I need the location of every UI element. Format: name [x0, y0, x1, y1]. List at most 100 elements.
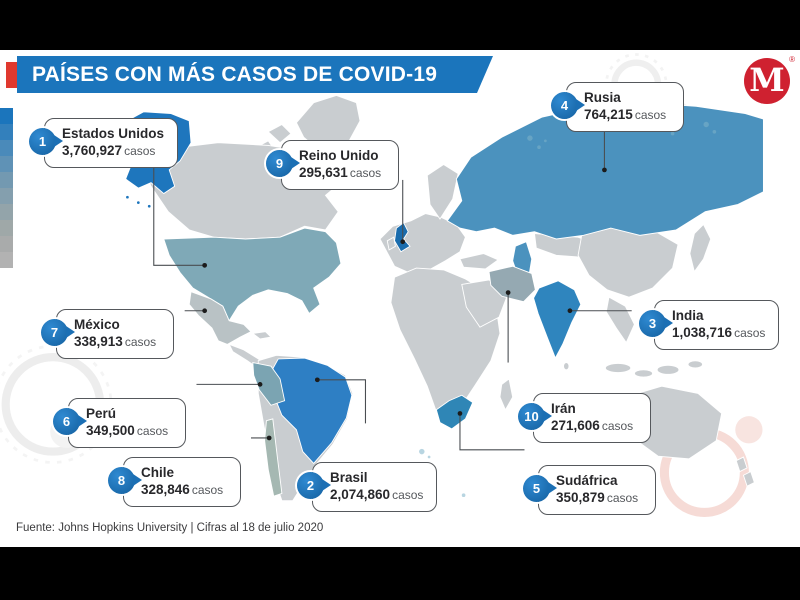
country-name: Sudáfrica	[556, 473, 618, 488]
country-name: Brasil	[330, 470, 368, 485]
legend	[0, 108, 13, 268]
cases-label: casos	[606, 490, 639, 505]
cases-label: casos	[136, 423, 169, 438]
cases-label: casos	[349, 165, 382, 180]
legend-cell	[0, 252, 13, 268]
country-madagascar	[499, 378, 514, 411]
country-name: Reino Unido	[299, 148, 379, 163]
callout-peru: 6 Perú 349,500 casos	[53, 398, 186, 448]
region-arabia	[461, 279, 509, 328]
country-new-zealand	[735, 456, 748, 473]
callout-rusia: 4 Rusia 764,215 casos	[551, 82, 684, 132]
rank-badge: 8	[108, 467, 142, 494]
registered-mark: ®	[789, 55, 795, 64]
country-peru	[252, 361, 286, 406]
country-ireland	[386, 236, 396, 251]
rank-badge: 9	[266, 150, 300, 177]
callout-india: 3 India 1,038,716 casos	[639, 300, 780, 350]
dot-brazil	[314, 377, 320, 383]
country-usa	[163, 227, 342, 322]
country-sri-lanka	[563, 362, 570, 371]
country-south-africa	[435, 394, 474, 430]
title-banner: PAÍSES CON MÁS CASOS DE COVID-19	[17, 56, 493, 93]
country-new-zealand	[742, 470, 755, 487]
legend-cell	[0, 124, 13, 140]
legend-cell	[0, 156, 13, 172]
dot-india	[567, 308, 573, 314]
legend-cell	[0, 188, 13, 204]
case-count: 338,913	[74, 333, 123, 349]
dot-mexico	[202, 308, 208, 314]
rank-badge: 1	[29, 128, 63, 155]
country-name: México	[74, 317, 120, 332]
leader-usa	[153, 157, 203, 266]
cases-label: casos	[124, 334, 157, 349]
rank-badge: 6	[53, 408, 87, 435]
region-indonesia	[656, 364, 680, 375]
country-name: Estados Unidos	[62, 126, 165, 141]
callout-brasil: 2 Brasil 2,074,860 casos	[297, 462, 438, 512]
leader-brazil	[317, 379, 367, 424]
dot-iran	[505, 290, 511, 295]
case-count: 2,074,860	[330, 486, 391, 502]
cases-label: casos	[734, 325, 766, 340]
country-name: Irán	[551, 401, 576, 416]
region-indonesia	[687, 360, 704, 369]
aleutian-islands	[136, 200, 141, 205]
cases-label: casos	[124, 143, 156, 158]
source-line: Fuente: Johns Hopkins University | Cifra…	[16, 522, 324, 534]
country-turkey	[459, 253, 500, 270]
legend-cell	[0, 220, 13, 236]
leader-lines	[153, 130, 632, 451]
legend-cell	[0, 204, 13, 220]
case-count: 295,631	[299, 164, 348, 180]
region-southeast-asia	[605, 296, 635, 344]
case-count: 271,606	[551, 417, 600, 433]
legend-cell	[0, 108, 13, 124]
case-count: 764,215	[584, 106, 633, 122]
dot-russia	[602, 167, 607, 173]
callout-iran: 10 Irán 271,606 casos	[518, 393, 651, 443]
case-count: 350,879	[556, 489, 605, 505]
arctic-islands	[267, 123, 292, 144]
country-china	[577, 225, 679, 298]
aleutian-islands	[125, 194, 130, 200]
country-name: Chile	[141, 465, 175, 480]
infographic-content: PAÍSES CON MÁS CASOS DE COVID-19 M ® 1 E…	[0, 50, 800, 547]
country-iran	[488, 265, 536, 303]
callout-reino-unido: 9 Reino Unido 295,631 casos	[266, 140, 399, 190]
aleutian-islands	[146, 204, 152, 209]
country-india	[533, 280, 582, 360]
milenio-logo: M ®	[744, 55, 795, 104]
leader-dots	[202, 167, 607, 441]
legend-cell	[0, 140, 13, 156]
dot-usa	[202, 262, 208, 268]
rank-badge: 4	[551, 92, 585, 119]
dot-uk	[400, 239, 406, 245]
dot-south-africa	[457, 411, 463, 416]
case-count: 349,500	[86, 422, 135, 438]
country-cuba	[251, 331, 272, 340]
country-name: Perú	[86, 406, 117, 421]
country-name: India	[672, 308, 704, 323]
milenio-m-letter: M	[749, 61, 785, 99]
case-count: 328,846	[141, 481, 190, 497]
callout-estados-unidos: 1 Estados Unidos 3,760,927 casos	[29, 118, 179, 168]
rank-badge: 7	[41, 319, 75, 346]
leader-south-africa	[459, 415, 525, 451]
callout-chile: 8 Chile 328,846 casos	[108, 457, 241, 507]
callout-mexico: 7 México 338,913 casos	[41, 309, 174, 359]
cases-label: casos	[601, 418, 634, 433]
cases-label: casos	[634, 107, 667, 122]
rank-badge: 3	[639, 310, 673, 337]
title-red-accent	[6, 62, 17, 88]
country-name: Rusia	[584, 90, 621, 105]
rank-badge: 2	[297, 472, 331, 499]
country-japan	[689, 223, 712, 273]
rank-badge: 10	[518, 403, 552, 430]
dot-peru	[257, 381, 263, 387]
cases-label: casos	[191, 482, 224, 497]
country-mexico	[188, 291, 252, 345]
rank-badge: 5	[523, 475, 557, 502]
